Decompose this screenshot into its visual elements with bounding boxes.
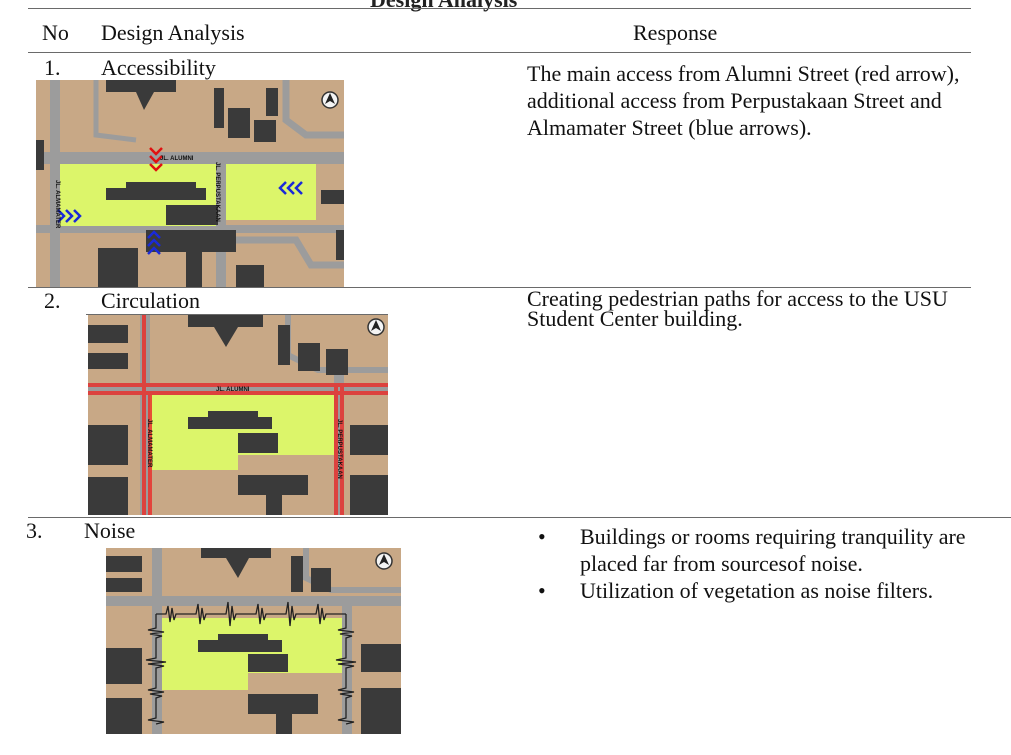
map2-label-west: JL. ALMAMATER [146,419,152,468]
accessibility-site-map: JL. ALUMNI JL. PERPUSTAKAAN JL. ALMAMATE… [36,80,344,288]
noise-site-map [106,548,401,734]
header-response: Response [633,20,718,45]
header-design-analysis: Design Analysis [101,20,245,45]
map1-label-west: JL. ALMAMATER [54,180,60,229]
map1-label-east: JL. PERPUSTAKAAN [214,162,220,222]
table-top-rule [28,8,971,9]
row-2-response: Creating pedestrian paths for access to … [527,286,948,331]
map2-label-east: JL. PERPUSTAKAAN [336,419,342,479]
row-1-rule [28,287,971,288]
row-1-no: 1. [44,55,61,80]
row-3-no: 3. [26,518,43,543]
row-3-response-item: • Buildings or rooms requiring tranquili… [528,523,1006,577]
north-arrow-icon [367,318,385,336]
header-no: No [42,20,69,45]
circulation-site-map: JL. ALUMNI JL. PERPUSTAKAAN JL. ALMAMATE… [88,315,388,515]
row-2-rule [28,517,1011,518]
row-2-analysis: Circulation [101,288,200,313]
row-3-response-item: • Utilization of vegetation as noise fil… [528,577,1006,604]
map1-label-north: JL. ALUMNI [160,156,194,162]
row-3-analysis: Noise [84,518,136,543]
north-arrow-icon [375,552,393,570]
bullet-icon: • [538,578,546,603]
row-1-analysis: Accessibility [101,55,216,80]
bullet-icon: • [538,524,546,549]
header-rule [28,52,971,53]
row-3-response-text-2: Utilization of vegetation as noise filte… [580,578,934,603]
row-2-analysis-underline [86,314,388,315]
row-1-response: The main access from Alumni Street (red … [527,61,960,140]
row-3-response-text-1: Buildings or rooms requiring tranquility… [580,524,966,576]
row-2-no: 2. [44,288,61,313]
north-arrow-icon [321,91,339,109]
table-caption-fragment: Design Analysis [370,0,517,13]
row-3-response-list: • Buildings or rooms requiring tranquili… [528,523,1006,604]
map2-label-north: JL. ALUMNI [216,387,250,393]
